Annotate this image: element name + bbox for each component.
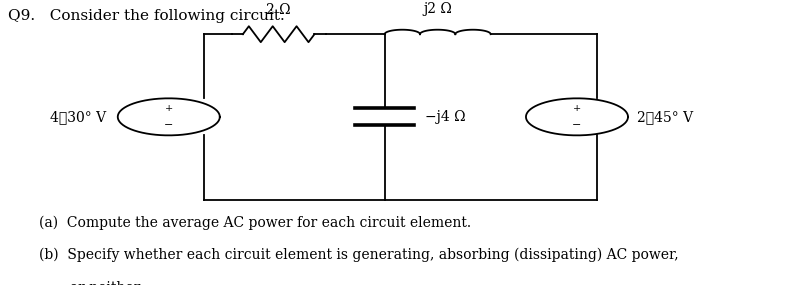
Text: +: +	[165, 104, 173, 113]
Text: 4⌀30° V: 4⌀30° V	[50, 110, 106, 124]
Text: j2 Ω: j2 Ω	[423, 2, 452, 16]
Text: (b)  Specify whether each circuit element is generating, absorbing (dissipating): (b) Specify whether each circuit element…	[39, 248, 679, 262]
Text: +: +	[573, 104, 581, 113]
Text: or neither.: or neither.	[39, 281, 144, 285]
Text: −j4 Ω: −j4 Ω	[425, 110, 466, 124]
Text: 2 Ω: 2 Ω	[266, 3, 291, 17]
Text: −: −	[572, 120, 582, 130]
Text: (a)  Compute the average AC power for each circuit element.: (a) Compute the average AC power for eac…	[39, 215, 471, 229]
Text: 2⌀45° V: 2⌀45° V	[637, 110, 693, 124]
Text: −: −	[164, 120, 173, 130]
Text: Q9.   Consider the following circuit.: Q9. Consider the following circuit.	[8, 9, 285, 23]
